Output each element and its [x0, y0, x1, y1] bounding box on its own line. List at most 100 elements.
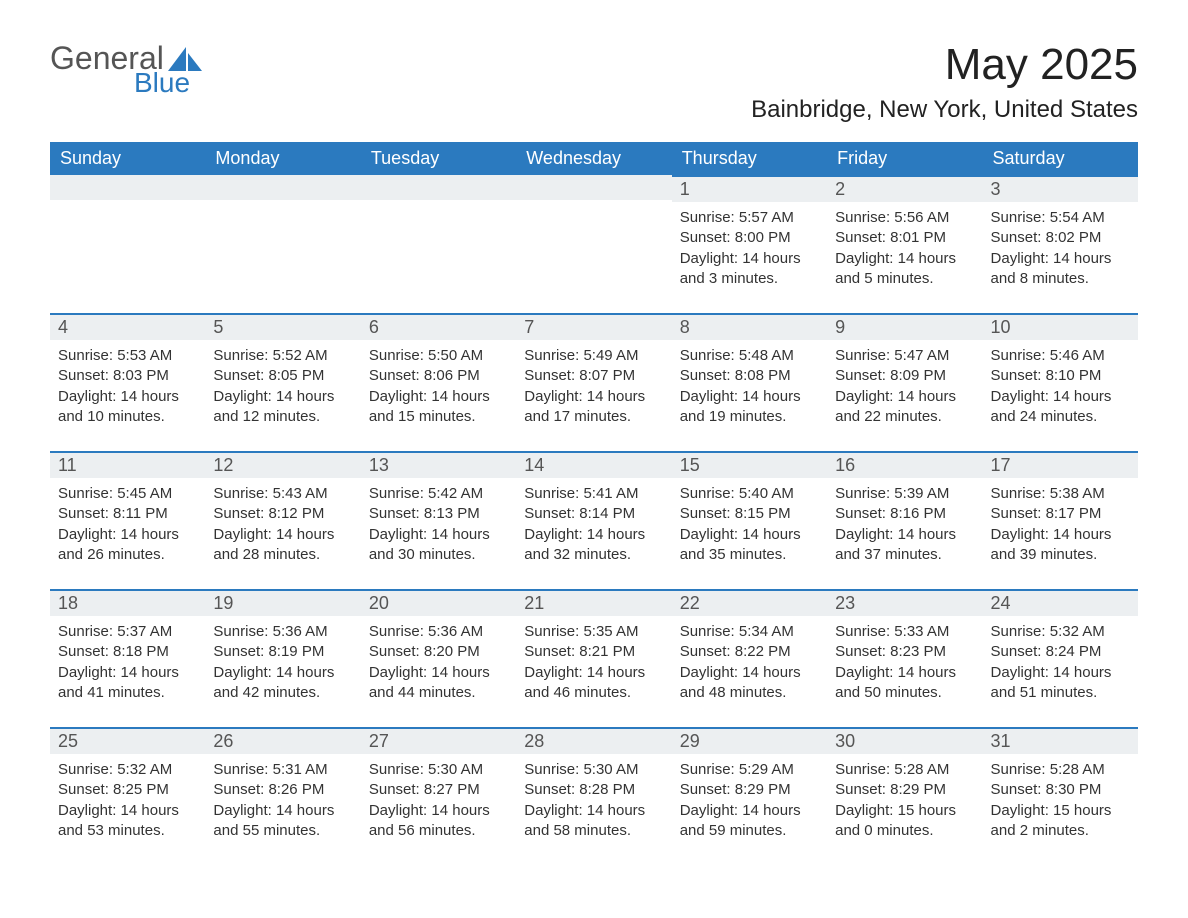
day-cell: 10Sunrise: 5:46 AMSunset: 8:10 PMDayligh…: [983, 313, 1138, 451]
day-number: 10: [983, 315, 1138, 340]
day-number: 14: [516, 453, 671, 478]
day-body: Sunrise: 5:37 AMSunset: 8:18 PMDaylight:…: [50, 616, 205, 709]
day-number: 25: [50, 729, 205, 754]
calendar-cell: [205, 175, 360, 313]
daylight-text: Daylight: 14 hours and 37 minutes.: [835, 525, 974, 566]
empty-daynum: [516, 175, 671, 200]
day-body: Sunrise: 5:34 AMSunset: 8:22 PMDaylight:…: [672, 616, 827, 709]
daylight-text: Daylight: 14 hours and 44 minutes.: [369, 663, 508, 704]
calendar-week-row: 11Sunrise: 5:45 AMSunset: 8:11 PMDayligh…: [50, 451, 1138, 589]
sunset-text: Sunset: 8:21 PM: [524, 642, 663, 662]
day-cell: 8Sunrise: 5:48 AMSunset: 8:08 PMDaylight…: [672, 313, 827, 451]
day-body: Sunrise: 5:33 AMSunset: 8:23 PMDaylight:…: [827, 616, 982, 709]
calendar-cell: 28Sunrise: 5:30 AMSunset: 8:28 PMDayligh…: [516, 727, 671, 865]
calendar-cell: 11Sunrise: 5:45 AMSunset: 8:11 PMDayligh…: [50, 451, 205, 589]
day-number: 22: [672, 591, 827, 616]
sunrise-text: Sunrise: 5:53 AM: [58, 346, 197, 366]
calendar-cell: 7Sunrise: 5:49 AMSunset: 8:07 PMDaylight…: [516, 313, 671, 451]
day-cell: 6Sunrise: 5:50 AMSunset: 8:06 PMDaylight…: [361, 313, 516, 451]
daylight-text: Daylight: 14 hours and 58 minutes.: [524, 801, 663, 842]
calendar-week-row: 18Sunrise: 5:37 AMSunset: 8:18 PMDayligh…: [50, 589, 1138, 727]
day-number: 28: [516, 729, 671, 754]
day-body: Sunrise: 5:53 AMSunset: 8:03 PMDaylight:…: [50, 340, 205, 433]
day-number: 26: [205, 729, 360, 754]
calendar-cell: 9Sunrise: 5:47 AMSunset: 8:09 PMDaylight…: [827, 313, 982, 451]
day-cell: 4Sunrise: 5:53 AMSunset: 8:03 PMDaylight…: [50, 313, 205, 451]
daylight-text: Daylight: 14 hours and 51 minutes.: [991, 663, 1130, 704]
sunset-text: Sunset: 8:05 PM: [213, 366, 352, 386]
day-body: Sunrise: 5:28 AMSunset: 8:30 PMDaylight:…: [983, 754, 1138, 847]
day-cell: 18Sunrise: 5:37 AMSunset: 8:18 PMDayligh…: [50, 589, 205, 727]
day-cell: 13Sunrise: 5:42 AMSunset: 8:13 PMDayligh…: [361, 451, 516, 589]
day-cell: 5Sunrise: 5:52 AMSunset: 8:05 PMDaylight…: [205, 313, 360, 451]
sunrise-text: Sunrise: 5:56 AM: [835, 208, 974, 228]
day-body: Sunrise: 5:49 AMSunset: 8:07 PMDaylight:…: [516, 340, 671, 433]
brand-word-2: Blue: [134, 67, 202, 99]
calendar-cell: [361, 175, 516, 313]
day-body: Sunrise: 5:41 AMSunset: 8:14 PMDaylight:…: [516, 478, 671, 571]
day-cell: 30Sunrise: 5:28 AMSunset: 8:29 PMDayligh…: [827, 727, 982, 865]
sunset-text: Sunset: 8:19 PM: [213, 642, 352, 662]
sunset-text: Sunset: 8:17 PM: [991, 504, 1130, 524]
title-block: May 2025 Bainbridge, New York, United St…: [751, 40, 1138, 124]
day-body: Sunrise: 5:56 AMSunset: 8:01 PMDaylight:…: [827, 202, 982, 295]
daylight-text: Daylight: 14 hours and 8 minutes.: [991, 249, 1130, 290]
sunrise-text: Sunrise: 5:37 AM: [58, 622, 197, 642]
calendar-cell: 17Sunrise: 5:38 AMSunset: 8:17 PMDayligh…: [983, 451, 1138, 589]
weekday-header: Thursday: [672, 142, 827, 175]
brand-logo: General Blue: [50, 40, 202, 99]
day-body: Sunrise: 5:50 AMSunset: 8:06 PMDaylight:…: [361, 340, 516, 433]
daylight-text: Daylight: 15 hours and 0 minutes.: [835, 801, 974, 842]
day-cell: 22Sunrise: 5:34 AMSunset: 8:22 PMDayligh…: [672, 589, 827, 727]
daylight-text: Daylight: 14 hours and 22 minutes.: [835, 387, 974, 428]
day-cell: 26Sunrise: 5:31 AMSunset: 8:26 PMDayligh…: [205, 727, 360, 865]
weekday-header-row: Sunday Monday Tuesday Wednesday Thursday…: [50, 142, 1138, 175]
weekday-header: Sunday: [50, 142, 205, 175]
sunrise-text: Sunrise: 5:57 AM: [680, 208, 819, 228]
day-body: Sunrise: 5:31 AMSunset: 8:26 PMDaylight:…: [205, 754, 360, 847]
day-number: 21: [516, 591, 671, 616]
day-number: 7: [516, 315, 671, 340]
daylight-text: Daylight: 14 hours and 30 minutes.: [369, 525, 508, 566]
sunrise-text: Sunrise: 5:28 AM: [991, 760, 1130, 780]
day-number: 19: [205, 591, 360, 616]
day-number: 23: [827, 591, 982, 616]
sunset-text: Sunset: 8:12 PM: [213, 504, 352, 524]
day-number: 5: [205, 315, 360, 340]
sunrise-text: Sunrise: 5:41 AM: [524, 484, 663, 504]
empty-daynum: [50, 175, 205, 200]
day-body: Sunrise: 5:32 AMSunset: 8:24 PMDaylight:…: [983, 616, 1138, 709]
sunrise-text: Sunrise: 5:34 AM: [680, 622, 819, 642]
calendar-cell: 14Sunrise: 5:41 AMSunset: 8:14 PMDayligh…: [516, 451, 671, 589]
day-number: 13: [361, 453, 516, 478]
day-number: 4: [50, 315, 205, 340]
sunset-text: Sunset: 8:25 PM: [58, 780, 197, 800]
sunset-text: Sunset: 8:01 PM: [835, 228, 974, 248]
daylight-text: Daylight: 14 hours and 55 minutes.: [213, 801, 352, 842]
sunset-text: Sunset: 8:00 PM: [680, 228, 819, 248]
day-number: 15: [672, 453, 827, 478]
daylight-text: Daylight: 14 hours and 3 minutes.: [680, 249, 819, 290]
daylight-text: Daylight: 14 hours and 5 minutes.: [835, 249, 974, 290]
day-number: 27: [361, 729, 516, 754]
calendar-cell: 20Sunrise: 5:36 AMSunset: 8:20 PMDayligh…: [361, 589, 516, 727]
day-cell: 29Sunrise: 5:29 AMSunset: 8:29 PMDayligh…: [672, 727, 827, 865]
day-number: 1: [672, 177, 827, 202]
sunrise-text: Sunrise: 5:47 AM: [835, 346, 974, 366]
calendar-cell: 2Sunrise: 5:56 AMSunset: 8:01 PMDaylight…: [827, 175, 982, 313]
daylight-text: Daylight: 14 hours and 17 minutes.: [524, 387, 663, 428]
day-number: 30: [827, 729, 982, 754]
day-cell: 20Sunrise: 5:36 AMSunset: 8:20 PMDayligh…: [361, 589, 516, 727]
daylight-text: Daylight: 14 hours and 19 minutes.: [680, 387, 819, 428]
sunset-text: Sunset: 8:14 PM: [524, 504, 663, 524]
sunrise-text: Sunrise: 5:36 AM: [369, 622, 508, 642]
day-cell: 28Sunrise: 5:30 AMSunset: 8:28 PMDayligh…: [516, 727, 671, 865]
day-number: 9: [827, 315, 982, 340]
weekday-header: Friday: [827, 142, 982, 175]
day-cell: 3Sunrise: 5:54 AMSunset: 8:02 PMDaylight…: [983, 175, 1138, 313]
weekday-header: Wednesday: [516, 142, 671, 175]
calendar-week-row: 25Sunrise: 5:32 AMSunset: 8:25 PMDayligh…: [50, 727, 1138, 865]
day-number: 31: [983, 729, 1138, 754]
sunrise-text: Sunrise: 5:35 AM: [524, 622, 663, 642]
sunset-text: Sunset: 8:10 PM: [991, 366, 1130, 386]
